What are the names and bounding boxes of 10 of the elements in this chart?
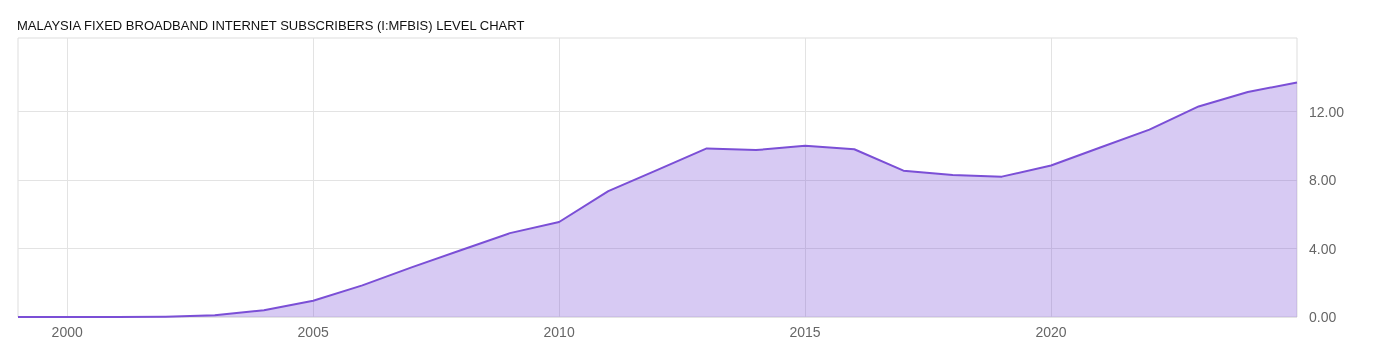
y-tick-label: 12.00	[1309, 103, 1345, 120]
x-tick-label: 2005	[297, 324, 329, 340]
y-tick-label: 0.00	[1309, 309, 1337, 325]
y-tick-label: 8.00	[1309, 172, 1337, 189]
x-tick-label: 2015	[789, 324, 821, 340]
chart-title: MALAYSIA FIXED BROADBAND INTERNET SUBSCRIBERS (I:MFBIS) LEVEL CHART	[17, 18, 525, 33]
y-tick-label: 4.00	[1309, 240, 1337, 257]
x-tick-label: 2020	[1035, 324, 1067, 340]
x-tick-label: 2000	[51, 324, 83, 340]
x-tick-label: 2010	[543, 324, 575, 340]
